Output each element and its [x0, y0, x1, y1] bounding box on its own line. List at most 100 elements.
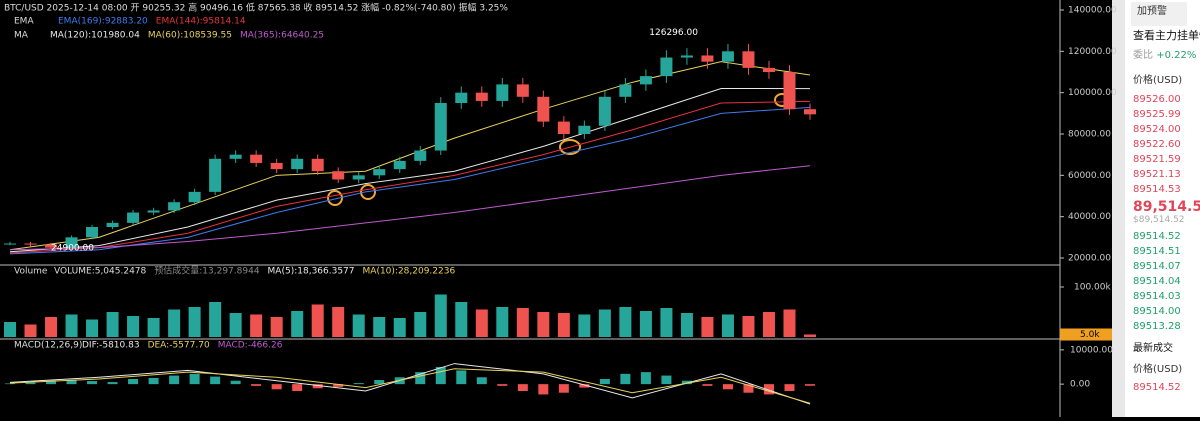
legend-entry: EMA(144):95814.14	[156, 17, 246, 27]
candle	[762, 67, 775, 72]
indicator-label: MACD:-466.26	[218, 341, 283, 351]
volume-bar	[701, 317, 714, 337]
alert-button[interactable]: 加预警	[1131, 2, 1187, 26]
macd-bar	[148, 377, 159, 385]
macd-bar	[599, 379, 610, 385]
ma-label: MA	[14, 31, 29, 41]
candle	[804, 109, 816, 115]
price-label: 价格(USD)	[1133, 75, 1183, 86]
macd-bar	[476, 377, 487, 385]
volume-bar	[639, 311, 652, 337]
asks: 89526.00 89525.99 89524.00 89522.60 89521.59…	[1125, 92, 1200, 197]
macd-bar	[128, 379, 139, 385]
volume-bar	[147, 318, 160, 337]
indicator-label: 预估成交量:13,297.8944	[154, 265, 260, 277]
macd-bar	[517, 384, 528, 391]
indicator-label: DEA:-5577.70	[148, 341, 210, 351]
macd-bar	[87, 381, 98, 385]
y-tick-label: 100.00k	[1074, 283, 1111, 293]
bid-price: 89514.51	[1133, 246, 1181, 257]
macd-bar	[169, 375, 180, 385]
macd-bar	[5, 383, 15, 385]
ask-price: 89522.60	[1133, 139, 1181, 150]
ask-price: 89525.99	[1133, 109, 1181, 120]
macd-bar	[374, 380, 385, 385]
macd-bar	[620, 373, 631, 385]
macd-bar	[702, 384, 713, 386]
macd-bar	[333, 384, 344, 387]
volume-bar	[65, 314, 78, 337]
y-tick-label: 40000.00	[1068, 212, 1111, 222]
candle	[414, 150, 427, 161]
current-volume-label: 5.0k	[1080, 330, 1100, 340]
volume-bar	[332, 307, 345, 337]
legend-entry: MA(365):64640.25	[240, 31, 324, 41]
volume-bar	[291, 311, 304, 337]
background	[0, 0, 1125, 417]
volume-bar	[250, 314, 263, 337]
candle	[742, 51, 755, 68]
macd-bar	[210, 376, 221, 385]
bid-price: 89514.03	[1133, 291, 1181, 302]
scroll-strip	[1112, 0, 1125, 417]
volume-bar	[4, 322, 16, 337]
candle	[619, 84, 632, 97]
volume-bar	[762, 312, 775, 337]
highlight-circle	[360, 184, 376, 200]
candle	[65, 237, 78, 248]
candle	[147, 210, 160, 213]
ema-label: EMA	[14, 17, 34, 27]
candle	[24, 243, 37, 245]
y-tick-label: 10000.00	[1070, 345, 1113, 355]
last-price: 89,514.52	[1133, 199, 1200, 215]
macd-bar	[312, 384, 323, 389]
candle	[270, 162, 283, 170]
candle	[475, 92, 488, 101]
volume-bar	[352, 314, 365, 337]
macd-bar	[722, 384, 733, 390]
ratio: 委比 +0.22%	[1125, 46, 1200, 66]
volume-bar	[804, 334, 816, 337]
candle	[291, 158, 304, 170]
candle	[188, 191, 201, 203]
candle	[332, 171, 345, 180]
bid-price: 89513.28	[1133, 321, 1181, 332]
volume-bar	[106, 312, 119, 337]
macd-bar	[579, 384, 590, 388]
trades-price-label: 价格(USD)	[1133, 364, 1183, 375]
volume-bar	[680, 313, 693, 337]
candle	[721, 51, 734, 62]
indicator-label: MA(5):18,366.3577	[268, 267, 355, 277]
volume-bar	[516, 308, 529, 337]
legend-entry: MA(120):101980.04	[50, 31, 140, 41]
candle	[701, 55, 714, 62]
macd-bar	[743, 384, 754, 393]
ma-line	[9, 88, 811, 253]
candle	[311, 158, 324, 172]
candle	[209, 158, 222, 192]
ma-line	[9, 100, 811, 254]
highlight-circle	[327, 190, 343, 206]
macd-bar	[415, 372, 426, 385]
candle	[598, 96, 611, 126]
candle	[660, 57, 673, 77]
volume-bar	[45, 317, 58, 337]
last-usd: $89,514.52	[1133, 215, 1185, 225]
macd-bar	[230, 380, 241, 385]
bid-price: 89514.52	[1133, 231, 1181, 242]
candle	[393, 160, 406, 170]
macd-bar	[763, 384, 774, 395]
ratio-value: +0.22%	[1156, 50, 1197, 61]
candle	[4, 243, 16, 245]
macd-bar	[538, 384, 549, 395]
bid-price: 89514.07	[1133, 261, 1181, 272]
candle	[578, 125, 591, 134]
volume-bar	[270, 317, 283, 337]
macd-bar	[640, 372, 651, 385]
ratio-label: 委比	[1133, 50, 1153, 61]
side-panel: 加预警 查看主力挂单情 委比 +0.22% 价格(USD) 89526.0089…	[1125, 0, 1200, 417]
legend-entry: MA(60):108539.55	[148, 31, 232, 41]
y-tick-label: 120000.00	[1068, 47, 1117, 57]
macd-bar	[251, 384, 262, 386]
bid-price: 89514.04	[1133, 276, 1181, 287]
